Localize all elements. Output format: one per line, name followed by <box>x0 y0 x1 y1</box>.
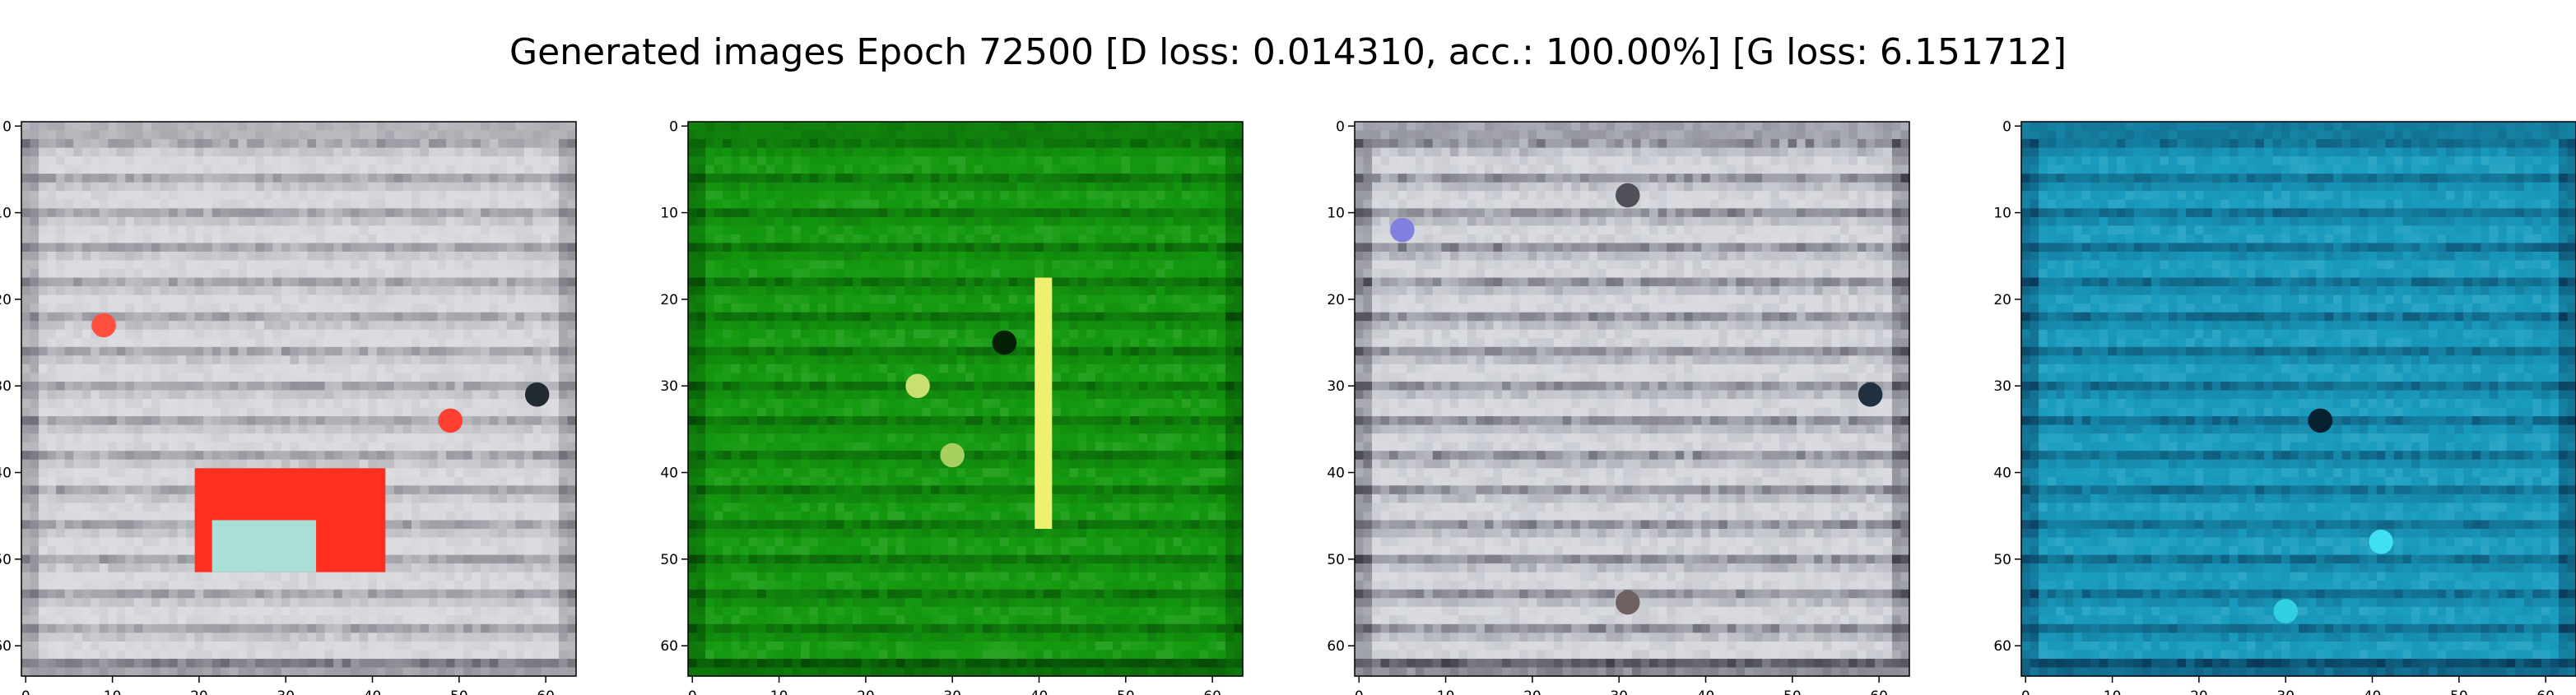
x-tick-label: 10 <box>2104 688 2122 695</box>
image-feature-4-3 <box>2273 599 2298 623</box>
x-tick-label: 0 <box>2021 688 2030 695</box>
x-tick-label: 50 <box>1117 688 1135 695</box>
y-tick-label: 60 <box>1993 638 2011 655</box>
x-tick-label: 30 <box>1610 688 1628 695</box>
y-tick-label: 10 <box>660 206 678 222</box>
image-feature-1-5 <box>524 382 550 407</box>
image-feature-3-2 <box>1858 382 1883 407</box>
x-tick-label: 50 <box>2450 688 2468 695</box>
x-tick-label: 20 <box>190 688 208 695</box>
axes-frame-2 <box>687 121 1244 677</box>
x-tick-label: 0 <box>1355 688 1364 695</box>
image-feature-1-4 <box>438 408 463 433</box>
y-tick-label: 20 <box>1327 292 1345 308</box>
y-tick-label: 40 <box>660 466 678 482</box>
y-tick-label: 20 <box>1993 292 2011 308</box>
x-tick-label: 60 <box>1870 688 1888 695</box>
y-tick-label: 0 <box>2 118 12 135</box>
x-tick-label: 0 <box>688 688 697 695</box>
y-tick-label: 20 <box>0 292 12 308</box>
y-tick-label: 40 <box>1327 466 1345 482</box>
image-feature-3-3 <box>1615 183 1640 208</box>
x-tick-label: 60 <box>1203 688 1221 695</box>
image-feature-3-4 <box>1615 590 1640 615</box>
image-feature-1-3 <box>91 313 116 338</box>
axes-frame-3 <box>1354 121 1910 677</box>
y-tick-label: 40 <box>0 466 12 482</box>
y-tick-label: 20 <box>660 292 678 308</box>
y-tick-label: 0 <box>2002 118 2011 135</box>
x-tick-label: 30 <box>943 688 961 695</box>
y-tick-label: 0 <box>1336 118 1345 135</box>
x-tick-label: 30 <box>277 688 295 695</box>
x-tick-label: 40 <box>1030 688 1049 695</box>
image-feature-2-3 <box>905 373 930 398</box>
x-tick-label: 40 <box>1697 688 1715 695</box>
y-tick-label: 10 <box>0 206 12 222</box>
y-tick-label: 50 <box>1993 552 2011 568</box>
x-tick-label: 20 <box>1523 688 1541 695</box>
figure-title: Generated images Epoch 72500 [D loss: 0.… <box>509 31 2067 73</box>
image-feature-2-4 <box>940 442 965 468</box>
y-tick-label: 30 <box>1993 378 2011 395</box>
x-tick-label: 40 <box>2364 688 2382 695</box>
y-tick-label: 60 <box>1327 638 1345 655</box>
image-feature-3-1 <box>1390 217 1415 243</box>
x-tick-label: 60 <box>537 688 555 695</box>
image-feature-4-2 <box>2369 530 2393 554</box>
y-tick-label: 0 <box>669 118 678 135</box>
image-panel-3: 0 10 20 30 40 50 60 0 10 20 30 40 50 60 <box>1327 118 1910 695</box>
image-panel-2: 0 10 20 30 40 50 60 0 10 20 30 40 50 60 <box>660 118 1244 695</box>
image-feature-4-1 <box>2308 408 2333 433</box>
x-tick-label: 30 <box>2276 688 2295 695</box>
y-tick-label: 30 <box>660 378 678 395</box>
y-tick-label: 50 <box>1327 552 1345 568</box>
y-tick-label: 60 <box>0 638 12 655</box>
x-tick-label: 20 <box>2190 688 2208 695</box>
y-tick-label: 10 <box>1327 206 1345 222</box>
axes-frame-1 <box>21 121 577 677</box>
image-panel-1: 0 10 20 30 40 50 60 0 10 20 30 40 50 60 <box>0 118 577 695</box>
image-feature-1-2 <box>212 520 317 572</box>
image-feature-2-1 <box>1035 277 1053 529</box>
x-tick-label: 20 <box>857 688 875 695</box>
x-tick-label: 40 <box>364 688 382 695</box>
y-tick-label: 60 <box>660 638 678 655</box>
y-tick-label: 30 <box>0 378 12 395</box>
y-tick-label: 10 <box>1993 206 2011 222</box>
image-panel-4: 0 10 20 30 40 50 60 0 10 20 30 40 50 60 <box>1993 118 2576 695</box>
x-tick-label: 50 <box>1783 688 1802 695</box>
y-tick-label: 40 <box>1993 466 2011 482</box>
x-tick-label: 10 <box>770 688 788 695</box>
image-feature-2-2 <box>992 330 1017 355</box>
y-tick-label: 50 <box>660 552 678 568</box>
x-tick-label: 10 <box>1437 688 1455 695</box>
x-tick-label: 60 <box>2536 688 2555 695</box>
axes-frame-4 <box>2020 121 2576 677</box>
y-tick-label: 30 <box>1327 378 1345 395</box>
x-tick-label: 10 <box>104 688 122 695</box>
x-tick-label: 0 <box>21 688 30 695</box>
x-tick-label: 50 <box>450 688 468 695</box>
y-tick-label: 50 <box>0 552 12 568</box>
